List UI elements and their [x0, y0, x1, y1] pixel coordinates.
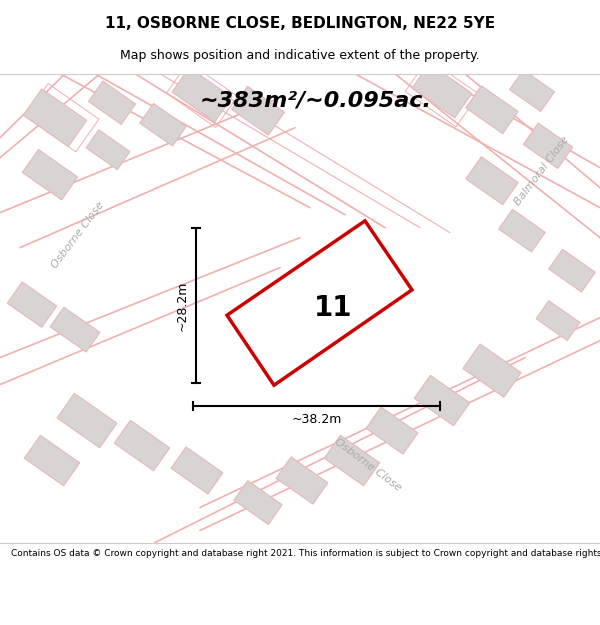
Text: 11, OSBORNE CLOSE, BEDLINGTON, NE22 5YE: 11, OSBORNE CLOSE, BEDLINGTON, NE22 5YE — [105, 16, 495, 31]
Text: ~38.2m: ~38.2m — [292, 413, 341, 426]
Text: ~28.2m: ~28.2m — [176, 281, 188, 331]
Polygon shape — [232, 86, 284, 135]
Polygon shape — [463, 344, 521, 398]
Polygon shape — [140, 103, 186, 146]
Polygon shape — [172, 68, 232, 122]
Polygon shape — [466, 157, 518, 204]
Text: Osborne Close: Osborne Close — [333, 436, 403, 492]
Polygon shape — [466, 86, 518, 134]
Polygon shape — [227, 221, 412, 385]
Text: ~383m²/~0.095ac.: ~383m²/~0.095ac. — [200, 91, 432, 111]
Polygon shape — [412, 64, 472, 118]
Text: 11: 11 — [314, 294, 353, 322]
Polygon shape — [57, 393, 117, 448]
Polygon shape — [536, 301, 580, 341]
Polygon shape — [115, 421, 170, 471]
Polygon shape — [366, 407, 418, 454]
Polygon shape — [86, 130, 130, 169]
Text: Contains OS data © Crown copyright and database right 2021. This information is : Contains OS data © Crown copyright and d… — [11, 549, 600, 558]
Polygon shape — [171, 447, 223, 494]
Text: Osborne Close: Osborne Close — [50, 199, 106, 270]
Polygon shape — [88, 81, 136, 124]
Polygon shape — [325, 436, 380, 486]
Polygon shape — [499, 209, 545, 252]
Polygon shape — [50, 307, 100, 352]
Polygon shape — [549, 249, 595, 292]
Text: Map shows position and indicative extent of the property.: Map shows position and indicative extent… — [120, 49, 480, 62]
Polygon shape — [234, 481, 282, 524]
Polygon shape — [25, 436, 80, 486]
Polygon shape — [276, 457, 328, 504]
Text: Balmoral Close: Balmoral Close — [513, 134, 571, 207]
Polygon shape — [22, 149, 77, 200]
Polygon shape — [523, 123, 572, 168]
Polygon shape — [23, 89, 87, 147]
Polygon shape — [509, 70, 554, 111]
Polygon shape — [415, 376, 470, 426]
Polygon shape — [7, 282, 56, 328]
